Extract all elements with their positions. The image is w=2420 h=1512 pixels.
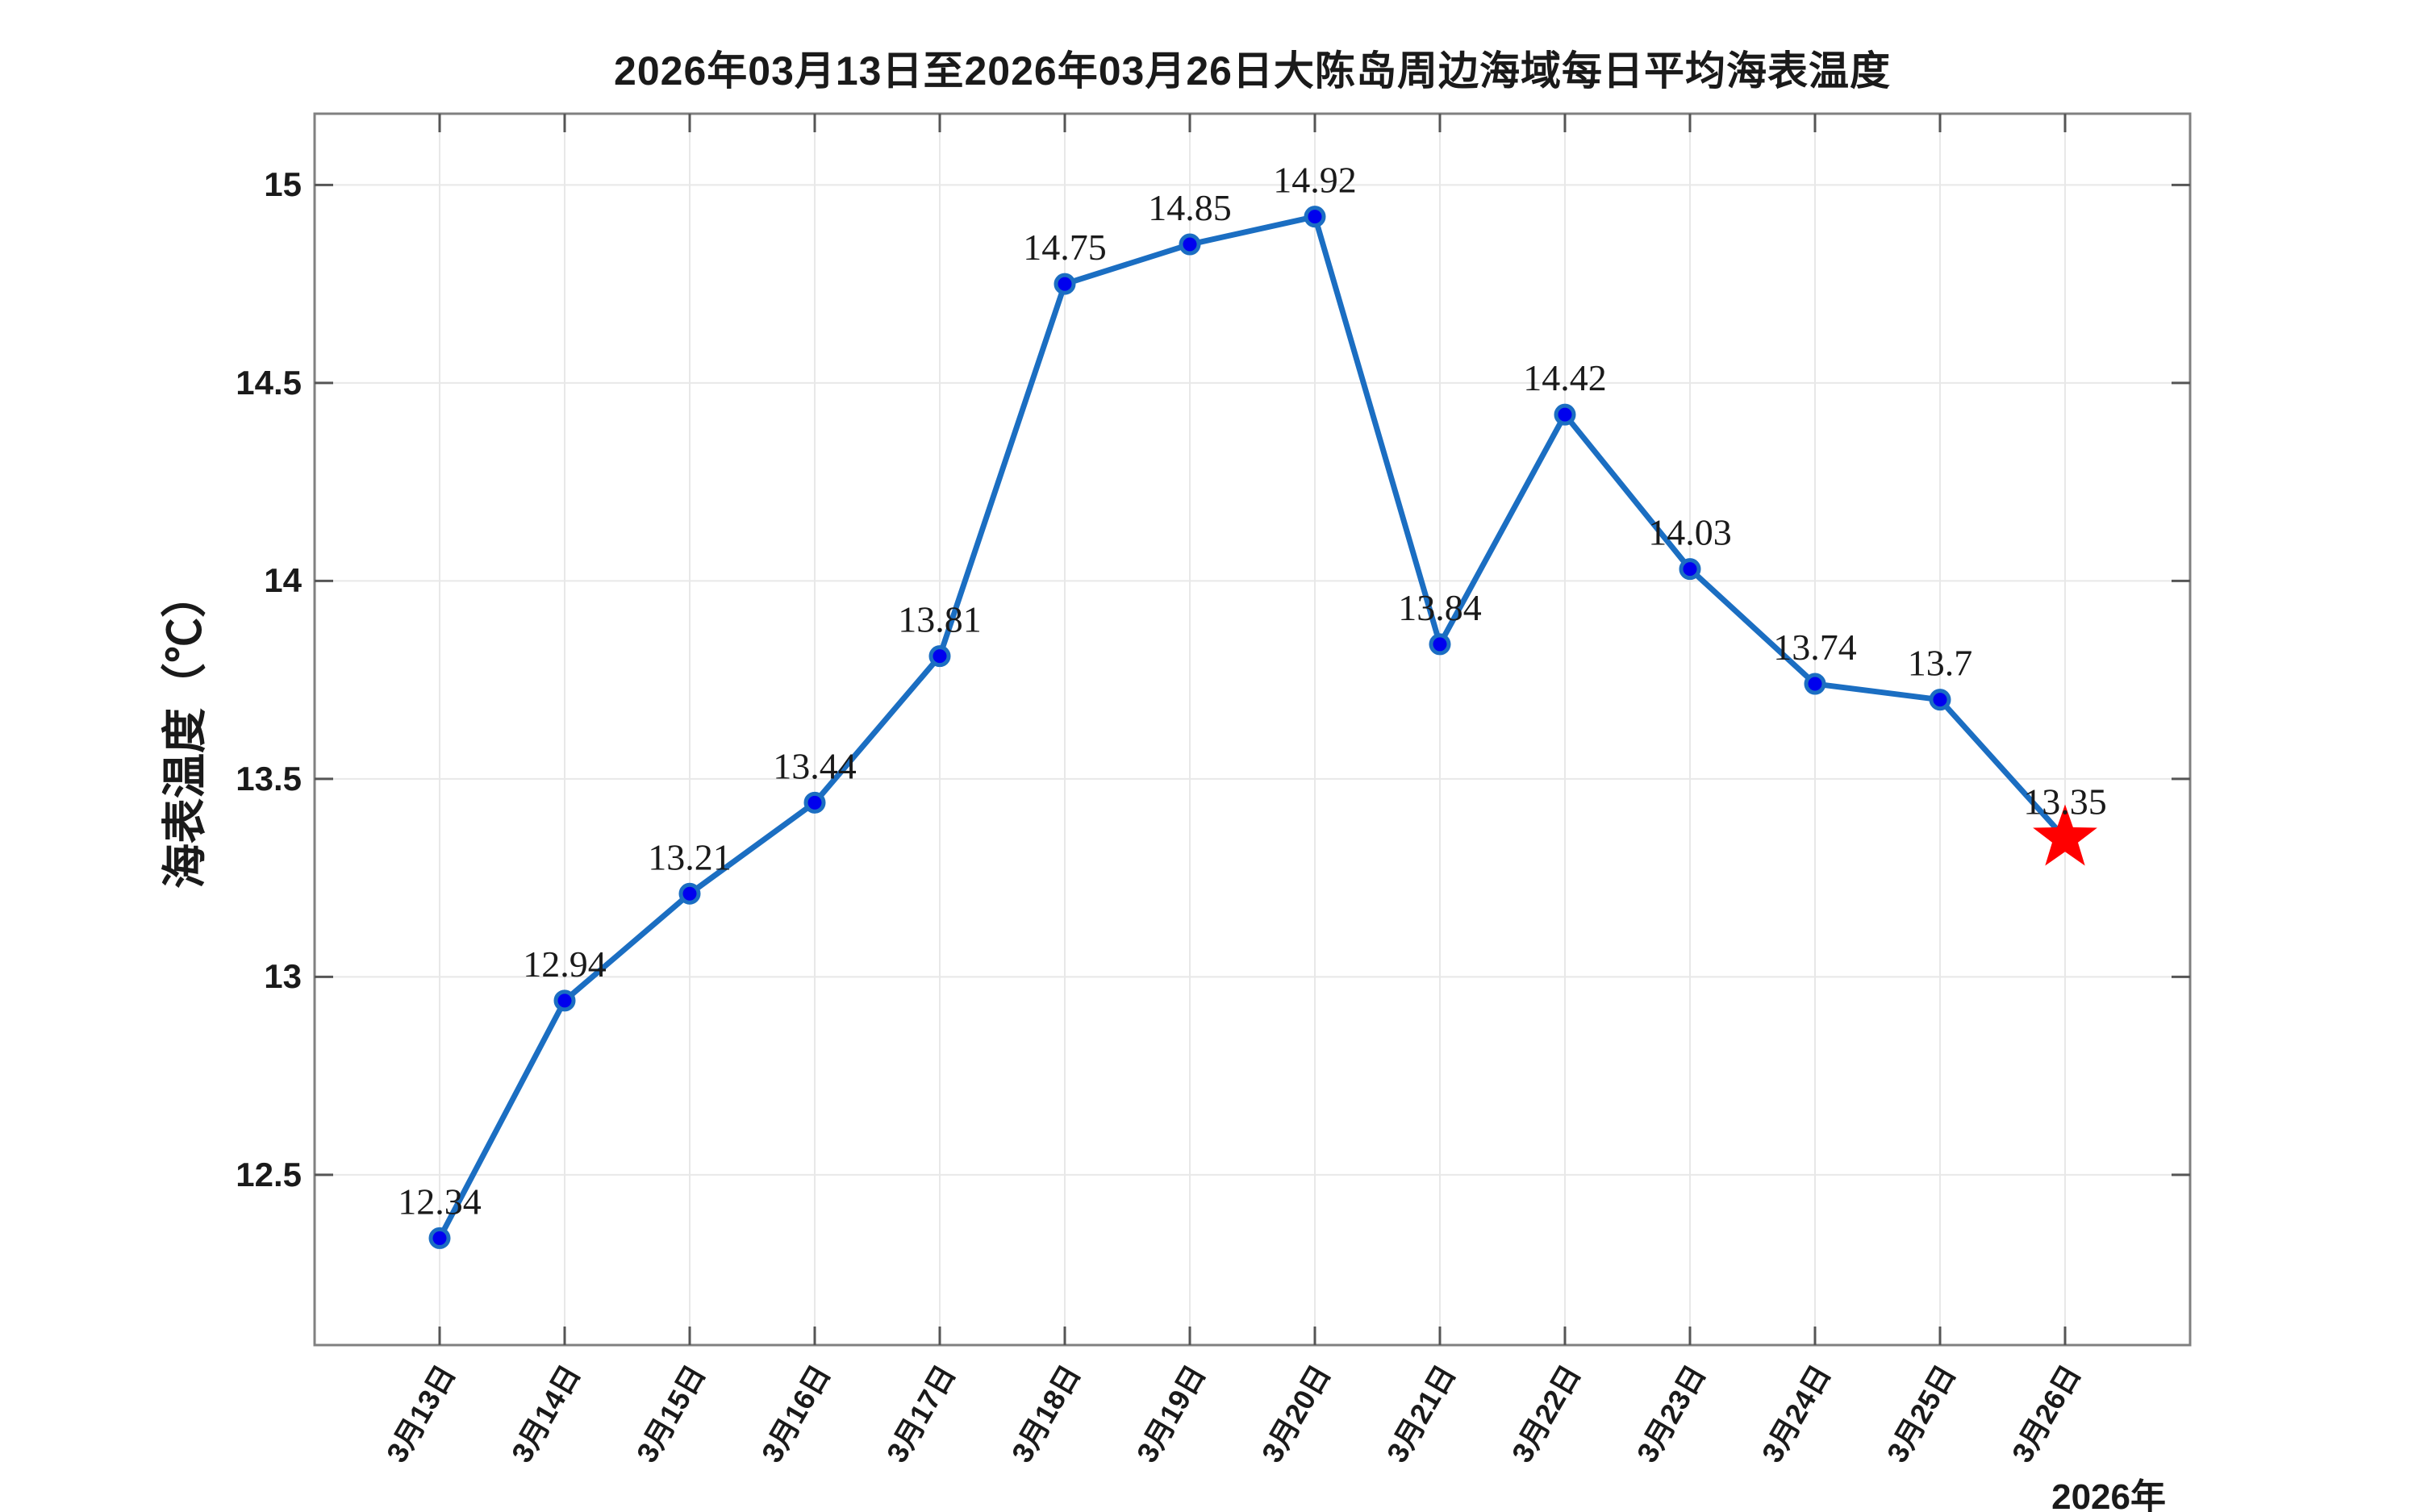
point-label: 13.35 <box>2023 781 2107 823</box>
point-label: 13.84 <box>1398 587 1482 628</box>
data-point-marker <box>803 791 826 814</box>
y-tick-label: 14 <box>264 561 302 600</box>
data-point-marker <box>1554 403 1576 426</box>
point-label: 14.03 <box>1648 512 1732 553</box>
point-label: 14.85 <box>1148 187 1232 228</box>
y-tick-label: 12.5 <box>236 1155 302 1193</box>
data-point-marker <box>1804 673 1826 695</box>
data-point-marker <box>678 882 701 905</box>
final-point-star <box>2033 804 2097 866</box>
point-label: 13.21 <box>648 836 732 877</box>
y-tick-label: 14.5 <box>236 363 302 402</box>
data-point-marker <box>928 645 951 668</box>
data-point-marker <box>1179 233 1201 256</box>
point-label: 13.81 <box>898 599 982 640</box>
point-label: 14.75 <box>1023 227 1107 268</box>
point-label: 13.74 <box>1773 627 1857 668</box>
y-tick-label: 13 <box>264 957 302 996</box>
y-tick-label: 15 <box>264 165 302 204</box>
point-label: 14.42 <box>1523 357 1607 398</box>
point-label: 12.34 <box>398 1181 482 1222</box>
data-point-marker <box>1429 633 1451 656</box>
axis-frame <box>313 112 2192 1347</box>
point-label: 14.92 <box>1273 160 1357 201</box>
x-axis-year-label: 2026年 <box>2051 1477 2166 1512</box>
data-point-marker <box>1929 689 1951 711</box>
y-tick-label: 13.5 <box>236 759 302 798</box>
point-label: 13.7 <box>1908 643 1973 684</box>
data-point-marker <box>428 1227 451 1249</box>
point-label: 13.44 <box>773 745 857 786</box>
data-point-marker <box>553 989 576 1012</box>
data-point-marker <box>1054 273 1076 295</box>
data-point-marker <box>1304 206 1326 228</box>
data-point-marker <box>1679 558 1701 581</box>
point-label: 12.94 <box>523 943 607 985</box>
temperature-line <box>436 214 2068 1241</box>
chart-title: 2026年03月13日至2026年03月26日大陈岛周边海域每日平均海表温度 <box>614 48 1891 94</box>
